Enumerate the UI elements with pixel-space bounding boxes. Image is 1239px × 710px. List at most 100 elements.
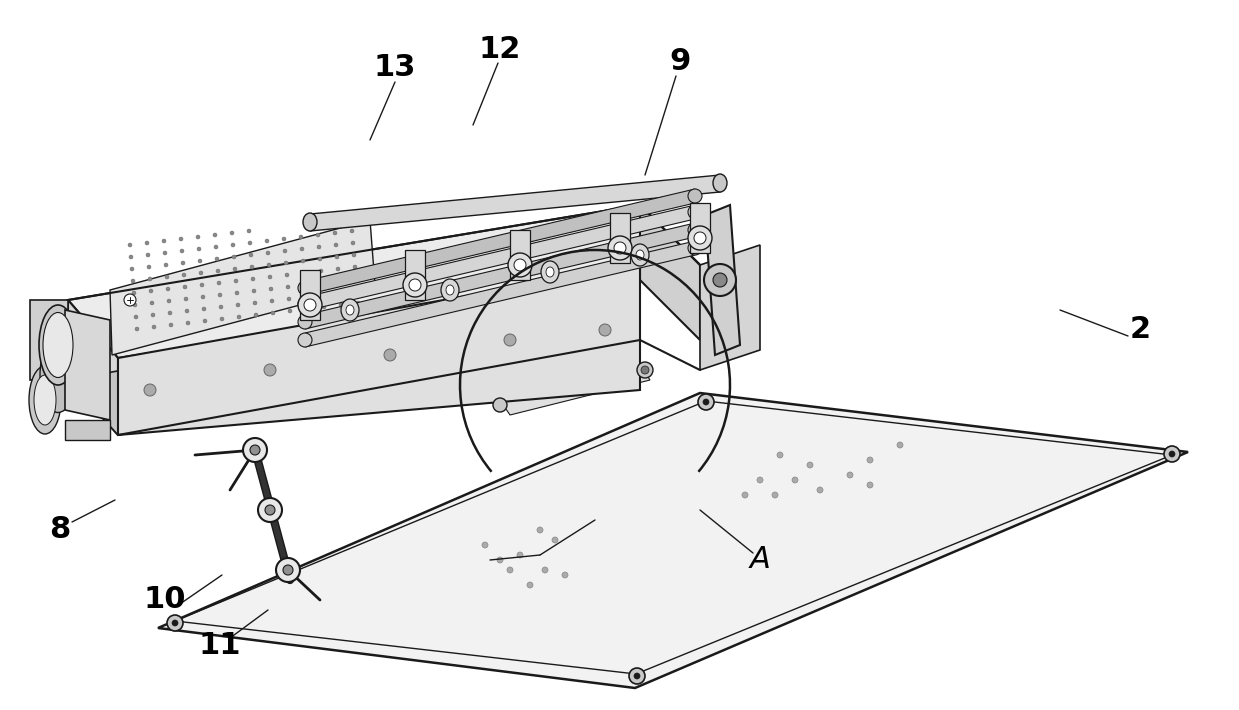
Circle shape [527,582,533,588]
Polygon shape [705,205,740,355]
Circle shape [202,307,206,311]
Ellipse shape [299,315,312,329]
Circle shape [266,263,271,267]
Circle shape [807,462,813,468]
Circle shape [269,287,273,291]
Circle shape [322,305,326,309]
Ellipse shape [508,253,532,277]
Polygon shape [68,285,641,435]
Circle shape [641,366,649,374]
Circle shape [817,487,823,493]
Polygon shape [305,223,695,329]
Polygon shape [64,310,110,420]
Circle shape [243,438,266,462]
Text: 8: 8 [50,515,71,545]
Text: 2: 2 [1130,315,1151,344]
Circle shape [147,265,151,269]
Circle shape [201,295,204,299]
Circle shape [1170,451,1175,457]
Polygon shape [690,203,710,253]
Circle shape [133,291,136,295]
Circle shape [146,253,150,257]
Circle shape [318,257,322,261]
Circle shape [250,265,254,269]
Ellipse shape [341,299,359,321]
Circle shape [270,299,274,303]
Circle shape [268,275,273,279]
Polygon shape [305,189,695,295]
Ellipse shape [304,213,317,231]
Circle shape [356,301,361,305]
Circle shape [235,291,239,295]
Circle shape [252,289,256,293]
Circle shape [162,239,166,243]
Circle shape [264,364,276,376]
Circle shape [777,452,783,458]
Circle shape [302,271,306,275]
Text: 9: 9 [669,48,690,77]
Circle shape [234,279,238,283]
Circle shape [151,313,155,317]
Circle shape [1163,446,1180,462]
Circle shape [230,231,234,235]
Text: A: A [750,545,771,574]
Circle shape [197,247,201,251]
Circle shape [287,309,292,313]
Ellipse shape [608,236,632,260]
Circle shape [352,253,356,257]
Circle shape [196,235,199,239]
Circle shape [128,243,133,247]
Circle shape [553,537,558,543]
Ellipse shape [299,333,312,347]
Circle shape [250,445,260,455]
Circle shape [219,305,223,309]
Circle shape [304,283,307,287]
Circle shape [282,249,287,253]
Circle shape [336,267,339,271]
Circle shape [217,281,221,285]
Circle shape [253,301,256,305]
Ellipse shape [541,261,559,283]
Circle shape [299,235,304,239]
Ellipse shape [38,305,77,385]
Circle shape [337,279,341,283]
Circle shape [792,477,798,483]
Ellipse shape [688,226,712,250]
Polygon shape [159,393,1188,688]
Circle shape [199,283,204,287]
Circle shape [266,251,270,255]
Polygon shape [310,175,720,231]
Circle shape [698,394,714,410]
Ellipse shape [688,241,703,255]
Circle shape [166,287,170,291]
Circle shape [216,269,221,273]
Circle shape [218,293,222,297]
Circle shape [847,472,852,478]
Circle shape [249,253,253,257]
Circle shape [164,251,167,255]
Text: 10: 10 [144,586,186,614]
Circle shape [235,303,240,307]
Text: 11: 11 [198,630,242,660]
Circle shape [384,349,396,361]
Polygon shape [64,420,110,440]
Circle shape [867,482,873,488]
Ellipse shape [688,223,703,237]
Ellipse shape [43,312,73,378]
Circle shape [164,263,169,267]
Circle shape [349,229,354,233]
Ellipse shape [631,244,649,266]
Circle shape [482,542,488,548]
Circle shape [183,285,187,289]
Circle shape [356,289,359,293]
Polygon shape [700,245,760,370]
Circle shape [338,291,342,295]
Circle shape [129,255,133,259]
Ellipse shape [346,305,354,315]
Ellipse shape [694,232,706,244]
Circle shape [282,565,292,575]
Circle shape [252,277,255,281]
Ellipse shape [33,375,56,425]
Circle shape [214,245,218,249]
Circle shape [167,615,183,631]
